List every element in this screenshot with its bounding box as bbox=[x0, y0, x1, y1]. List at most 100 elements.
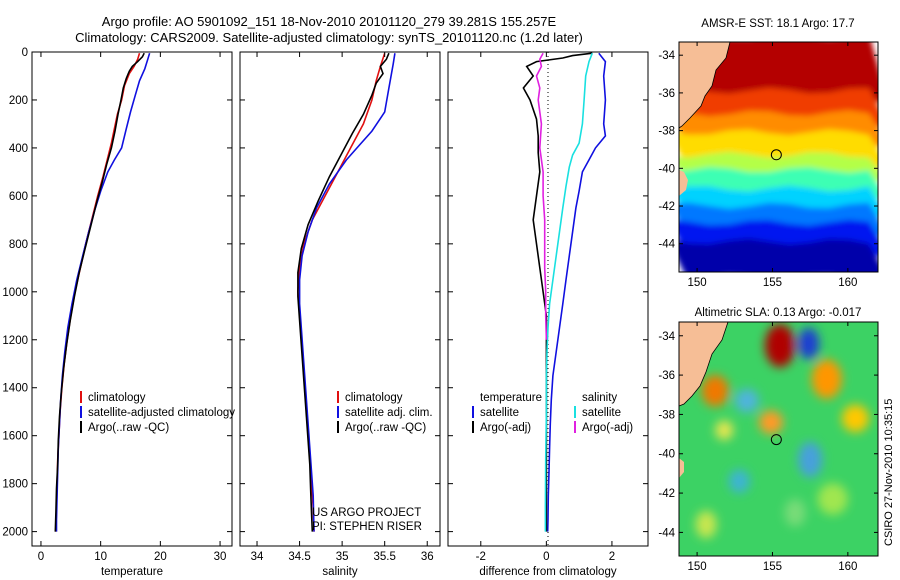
salinity-legend-swatch-argo bbox=[337, 421, 339, 433]
sla_map-xtick-label: 155 bbox=[763, 561, 782, 573]
sst-band-9 bbox=[679, 238, 878, 272]
temperature-xtick-label: 30 bbox=[214, 551, 227, 563]
pi-annotation: PI: STEPHEN RISER bbox=[312, 521, 422, 533]
difference-axes-frame bbox=[447, 51, 649, 547]
temperature-ytick-label: 400 bbox=[9, 143, 28, 155]
temperature-ytick-label: 1200 bbox=[2, 335, 28, 347]
sla_map-ytick-label: -42 bbox=[658, 488, 675, 500]
salinity-legend-swatch-climatology bbox=[337, 391, 339, 403]
temperature-axes-frame bbox=[31, 51, 233, 547]
temperature-ytick-label: 200 bbox=[9, 95, 28, 107]
difference-legend-temp-satellite: satellite bbox=[480, 407, 519, 419]
sst_map-ytick-label: -36 bbox=[658, 88, 675, 100]
sst-coastline bbox=[679, 42, 731, 129]
csiro-timestamp: CSIRO 27-Nov-2010 10:35:15 bbox=[883, 399, 895, 546]
salinity-legend-swatch-satellite bbox=[337, 406, 339, 418]
sla-anomaly-12 bbox=[784, 498, 806, 527]
sla-anomaly-1 bbox=[798, 327, 820, 360]
sla-map-frame bbox=[678, 321, 879, 557]
temperature-ytick-label: 1800 bbox=[2, 479, 28, 491]
sst-tasmania-land bbox=[679, 170, 688, 196]
sla_map-ytick-label: -44 bbox=[658, 527, 675, 539]
sla-anomaly-7 bbox=[798, 441, 823, 478]
temperature-legend-argo: Argo(..raw -QC) bbox=[88, 422, 169, 434]
temperature-legend-climatology: climatology bbox=[88, 392, 146, 404]
sla-argo-position-marker bbox=[770, 434, 782, 446]
difference-legend-swatch-sal-argo bbox=[574, 421, 576, 433]
figure-title-line1: Argo profile: AO 5901092_151 18-Nov-2010… bbox=[102, 14, 557, 29]
sla-australia-land bbox=[679, 322, 728, 406]
sst_map-ytick-label: -38 bbox=[658, 126, 675, 138]
sla-anomaly-8 bbox=[728, 469, 750, 494]
sla-anomaly-6 bbox=[734, 388, 759, 413]
difference-legend-swatch-sal-satellite bbox=[574, 406, 576, 418]
difference-xtick-label: 2 bbox=[609, 551, 615, 563]
temperature-legend-swatch-satellite bbox=[80, 406, 82, 418]
sst-australia-land bbox=[679, 42, 730, 128]
sla-anomaly-4 bbox=[841, 404, 869, 433]
sla_map-ytick-label: -34 bbox=[658, 331, 675, 343]
difference-xtick-label: -2 bbox=[476, 551, 486, 563]
sla_map-ytick-label: -38 bbox=[658, 409, 675, 421]
temperature-ytick-label: 1400 bbox=[2, 383, 28, 395]
sla_map-xtick-label: 160 bbox=[838, 561, 857, 573]
sst_map-ytick-label: -34 bbox=[658, 50, 675, 62]
sst_map-ytick-label: -42 bbox=[658, 201, 675, 213]
sst_map-ytick-label: -40 bbox=[658, 163, 675, 175]
sst-map-frame bbox=[678, 41, 879, 273]
salinity-xtick-label: 36 bbox=[421, 551, 434, 563]
temperature-xtick-label: 10 bbox=[94, 551, 107, 563]
difference-legend-swatch-temp-argo bbox=[472, 421, 474, 433]
project-annotation: US ARGO PROJECT bbox=[312, 507, 421, 519]
salinity-xlabel: salinity bbox=[322, 566, 357, 578]
salinity-xtick-label: 34 bbox=[251, 551, 264, 563]
salinity-series-2 bbox=[297, 52, 390, 532]
sla_map-xtick-label: 150 bbox=[687, 561, 706, 573]
temperature-legend: climatology satellite-adjusted climatolo… bbox=[80, 391, 235, 434]
sla-map-panel: Altimetric SLA: 0.13 Argo: -0.017 150 155… bbox=[658, 307, 879, 573]
salinity-legend-argo: Argo(..raw -QC) bbox=[345, 422, 426, 434]
salinity-xtick-label: 34.5 bbox=[288, 551, 310, 563]
sla-anomaly-9 bbox=[715, 420, 734, 440]
temperature-ytick-label: 0 bbox=[22, 47, 28, 59]
temperature-legend-satellite: satellite-adjusted climatology bbox=[88, 407, 235, 419]
sla-anomaly-10 bbox=[817, 483, 848, 515]
sla-map-title: Altimetric SLA: 0.13 Argo: -0.017 bbox=[695, 307, 862, 319]
temperature-xlabel: temperature bbox=[101, 566, 163, 578]
difference-series-3 bbox=[535, 52, 548, 340]
temperature-legend-swatch-argo bbox=[80, 421, 82, 433]
sla-anomaly-0 bbox=[764, 323, 796, 368]
difference-legend-temp-argo: Argo(-adj) bbox=[480, 422, 531, 434]
difference-series-2 bbox=[544, 52, 594, 532]
difference-xlabel: difference from climatology bbox=[479, 566, 616, 578]
temperature-ytick-label: 1000 bbox=[2, 287, 28, 299]
salinity-axes-frame bbox=[239, 51, 441, 547]
sla_map-ytick-label: -36 bbox=[658, 370, 675, 382]
temperature-legend-swatch-climatology bbox=[80, 391, 82, 403]
temperature-ytick-label: 1600 bbox=[2, 431, 28, 443]
temperature-series-2 bbox=[54, 52, 145, 532]
difference-legend-sal-satellite: satellite bbox=[582, 407, 621, 419]
sst-map-panel: AMSR-E SST: 18.1 Argo: 17.7 150 155 160 -34… bbox=[658, 18, 879, 289]
sla-anomaly-2 bbox=[701, 375, 729, 407]
sst-argo-position-marker bbox=[770, 149, 782, 161]
sla-anomaly-11 bbox=[695, 510, 717, 539]
difference-xtick-label: 0 bbox=[543, 551, 549, 563]
sst-map-title: AMSR-E SST: 18.1 Argo: 17.7 bbox=[701, 18, 854, 30]
temperature-panel: 0 10 20 30 0 200 400 600 800 1000 1200 1400 1600 1800… bbox=[2, 47, 235, 578]
sst-band-0 bbox=[679, 42, 878, 106]
temperature-series-1 bbox=[55, 52, 151, 532]
sla-anomaly-5 bbox=[758, 410, 784, 435]
difference-legend-swatch-temp-satellite bbox=[472, 406, 474, 418]
temperature-ytick-label: 800 bbox=[9, 239, 28, 251]
salinity-legend: climatology satellite adj. clim. Argo(..… bbox=[337, 391, 433, 434]
difference-panel: -2 0 2 difference from climatology tempera… bbox=[447, 51, 649, 578]
difference-legend-sal-argo: Argo(-adj) bbox=[582, 422, 633, 434]
salinity-series-1 bbox=[298, 53, 396, 532]
salinity-xtick-label: 35 bbox=[336, 551, 349, 563]
difference-legend-salinity-heading: salinity bbox=[582, 392, 617, 404]
salinity-xtick-label: 35.5 bbox=[373, 551, 395, 563]
difference-series-0 bbox=[546, 52, 607, 532]
temperature-xtick-label: 20 bbox=[154, 551, 167, 563]
